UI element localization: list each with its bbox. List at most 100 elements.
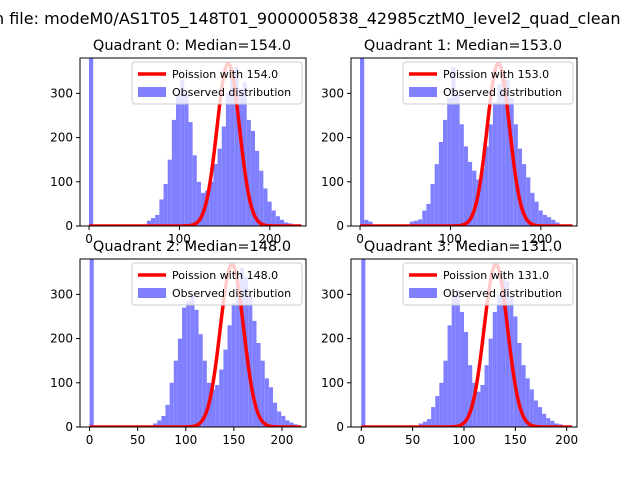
legend: Poission with 131.0 Observed distribution (402, 262, 574, 306)
x-tick-label: 0 (356, 232, 364, 246)
quadrant-2-title: Quadrant 2: Median=148.0 (93, 239, 291, 255)
histogram-bar (447, 325, 452, 427)
histogram-bar (361, 259, 366, 427)
histogram-bar (413, 220, 419, 226)
histogram-bar (190, 294, 195, 427)
x-tick-label: 50 (405, 433, 420, 447)
histogram-bar (422, 210, 427, 226)
legend-histogram-swatch (138, 87, 166, 97)
histogram-bar (246, 119, 251, 226)
histogram-bar (271, 210, 276, 226)
histogram-bar (529, 389, 534, 427)
quadrant-1-panel: 0 100 200 0 100 200 300 Poission with 153.0 Obse… (321, 38, 578, 246)
histogram-bar (255, 150, 260, 226)
histogram-bar (513, 316, 518, 427)
histogram-bar (231, 303, 236, 427)
histogram-bar (431, 407, 436, 427)
x-tick-label: 200 (529, 232, 552, 246)
histogram-bar (492, 102, 498, 226)
histogram-bar (447, 97, 452, 226)
histogram-bar (505, 281, 510, 427)
legend-observed-label: Observed distribution (172, 86, 291, 99)
x-tick-label: 100 (439, 232, 462, 246)
histogram-bar (476, 179, 481, 226)
histogram-bar (409, 221, 414, 226)
plot-area (88, 259, 302, 427)
histogram-bar (285, 420, 290, 427)
histogram-bar (427, 419, 432, 427)
histogram-bar (264, 378, 269, 427)
histogram-bar (501, 73, 506, 226)
histogram-bar (289, 422, 294, 427)
histogram-bar (546, 217, 552, 226)
histogram-bar (422, 421, 428, 427)
histogram-bar (182, 307, 187, 427)
quadrant-1-title: Quadrant 1: Median=153.0 (364, 38, 562, 54)
histogram-bar (497, 84, 502, 226)
histogram-bar (169, 382, 174, 427)
histogram-bar (225, 93, 231, 226)
histogram-bar (488, 338, 493, 427)
y-tick-label: 100 (321, 376, 344, 390)
poisson-curve (88, 262, 302, 427)
histogram-bar (526, 177, 531, 226)
histogram-bar (368, 221, 373, 226)
histogram-bar (159, 199, 164, 226)
histogram-bar (277, 411, 282, 427)
histogram-bar (551, 219, 556, 226)
histogram-bar (167, 159, 172, 226)
legend-box (131, 262, 303, 306)
histogram-bar (256, 343, 261, 427)
histogram-bar (467, 161, 473, 226)
legend-box (131, 61, 303, 105)
histogram-bar (439, 382, 444, 427)
histogram-bar (192, 155, 197, 226)
quadrant-0-panel: 0 100 200 0 100 200 300 Poission with 154.0 Obse… (50, 38, 307, 246)
x-tick-label: 200 (555, 433, 578, 447)
histogram-bar (418, 219, 423, 226)
y-tick-label: 300 (321, 287, 344, 301)
histogram-bar (165, 404, 170, 427)
histogram-bar (153, 423, 158, 427)
histogram-bar (360, 58, 365, 226)
histogram-bar (522, 164, 527, 226)
histogram-bar (509, 97, 514, 226)
histogram-bar (223, 349, 228, 427)
legend-box (402, 61, 574, 105)
histogram-bar (235, 281, 240, 427)
histogram-bar (533, 400, 538, 427)
y-tick-label: 200 (50, 332, 73, 346)
histogram-bar (157, 420, 162, 427)
histogram-bar (554, 423, 559, 427)
histogram-bar (463, 146, 468, 226)
histogram-bar (151, 218, 156, 226)
legend-poisson-label: Poission with 148.0 (172, 269, 278, 282)
x-tick-label: 0 (86, 433, 94, 447)
histogram-bar (186, 301, 191, 427)
plot-area (360, 259, 573, 427)
histogram-bar (205, 190, 210, 226)
legend-histogram-swatch (138, 288, 166, 298)
legend: Poission with 153.0 Observed distribution (402, 61, 574, 105)
histogram-bar (242, 82, 247, 226)
histogram-bar (196, 181, 201, 226)
quadrant-2-panel: 0 50 100 150 200 0 100 200 300 Poission with 148.… (50, 239, 307, 447)
histogram-bar (238, 88, 243, 226)
histogram-bar (239, 267, 245, 427)
histogram-bar (476, 391, 481, 427)
x-tick-label: 150 (504, 433, 527, 447)
histogram-bar (194, 309, 199, 427)
histogram-bar (434, 164, 439, 226)
histogram-bar (443, 119, 448, 226)
histogram-bar (180, 80, 185, 226)
histogram-bar (500, 276, 506, 427)
histogram-bar (517, 148, 523, 226)
histogram-bar (496, 294, 501, 427)
legend-poisson-label: Poission with 153.0 (443, 68, 549, 81)
quadrant-0-title: Quadrant 0: Median=154.0 (93, 38, 291, 54)
x-tick-label: 0 (357, 433, 365, 447)
legend: Poission with 154.0 Observed distribution (131, 61, 303, 105)
x-tick-label: 50 (130, 433, 145, 447)
axes-frame (350, 57, 578, 227)
